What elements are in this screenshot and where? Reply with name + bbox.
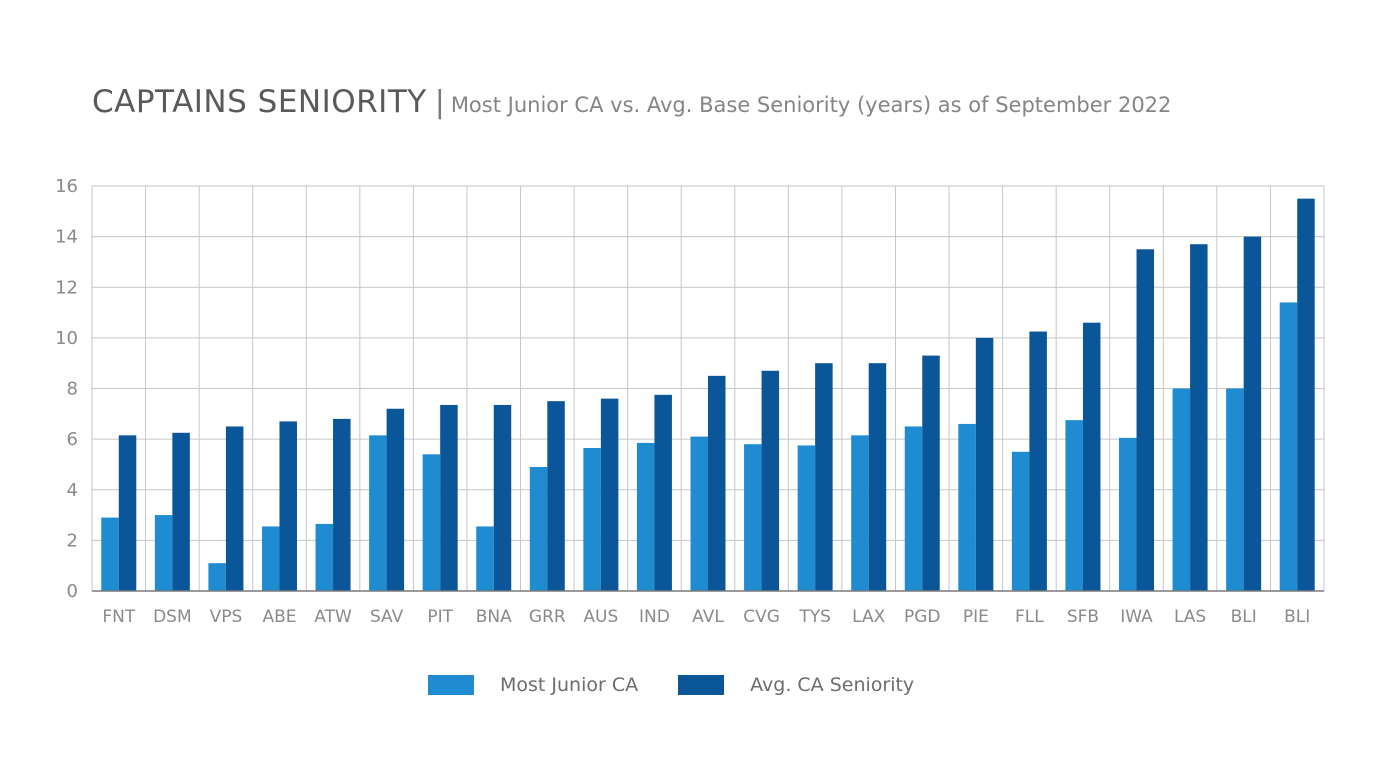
chart-title-block: CAPTAINS SENIORITY | Most Junior CA vs. Av… <box>92 84 1171 120</box>
bar-avg-seniority-tys-13 <box>815 363 833 591</box>
x-tick-label-aus-9: AUS <box>583 607 618 627</box>
bar-most-junior-sfb-18 <box>1065 420 1083 591</box>
x-tick-label-cvg-12: CVG <box>743 607 780 627</box>
bar-avg-seniority-pgd-15 <box>922 355 940 591</box>
bar-most-junior-atw-4 <box>315 523 334 591</box>
legend-item-avg-seniority: Avg. CA Seniority <box>678 674 914 696</box>
bar-avg-seniority-pie-16 <box>975 337 994 591</box>
bar-most-junior-pit-6 <box>422 454 441 591</box>
bar-most-junior-abe-3 <box>261 526 280 591</box>
x-tick-label-iwa-19: IWA <box>1120 607 1153 627</box>
bar-most-junior-bna-7 <box>476 526 494 591</box>
bar-avg-seniority-bna-7 <box>493 404 512 591</box>
x-tick-label-tys-13: TYS <box>798 607 831 627</box>
legend-label-most-junior: Most Junior CA <box>500 674 639 696</box>
chart-title: CAPTAINS SENIORITY <box>92 84 427 120</box>
x-tick-label-fll-17: FLL <box>1015 607 1044 627</box>
bar-avg-seniority-avl-11 <box>708 375 726 591</box>
bar-most-junior-bli-21 <box>1226 388 1244 591</box>
bar-most-junior-pie-16 <box>958 423 976 591</box>
bar-avg-seniority-vps-2 <box>225 426 244 591</box>
bar-avg-seniority-fnt-0 <box>118 435 137 591</box>
bar-most-junior-avl-11 <box>690 436 708 591</box>
bar-avg-seniority-las-20 <box>1190 244 1208 591</box>
bar-avg-seniority-bli-22 <box>1297 198 1315 591</box>
x-tick-label-bli-22: BLI <box>1284 607 1310 627</box>
x-tick-label-bna-7: BNA <box>476 607 512 627</box>
bar-most-junior-vps-2 <box>208 563 226 591</box>
bar-avg-seniority-grr-8 <box>547 401 565 591</box>
bar-avg-seniority-bli-21 <box>1243 236 1262 591</box>
x-tick-label-dsm-1: DSM <box>153 607 192 627</box>
x-tick-label-las-20: LAS <box>1174 607 1206 627</box>
y-tick-label-12: 12 <box>55 277 78 298</box>
title-separator: | <box>434 85 445 120</box>
x-tick-label-pie-16: PIE <box>963 607 989 627</box>
x-tick-label-lax-14: LAX <box>852 607 885 627</box>
legend-swatch-avg-seniority <box>678 675 725 695</box>
bar-most-junior-cvg-12 <box>744 444 762 591</box>
bar-most-junior-pgd-15 <box>904 426 923 591</box>
bar-avg-seniority-pit-6 <box>440 404 458 591</box>
bar-most-junior-fll-17 <box>1011 451 1030 591</box>
y-tick-label-16: 16 <box>55 176 78 197</box>
bar-most-junior-dsm-1 <box>154 515 173 591</box>
bar-most-junior-tys-13 <box>797 445 816 591</box>
y-tick-label-14: 14 <box>55 227 78 248</box>
bar-avg-seniority-abe-3 <box>279 421 297 591</box>
bar-avg-seniority-sav-5 <box>386 408 405 591</box>
bar-most-junior-bli-22 <box>1279 302 1298 591</box>
bar-avg-seniority-sfb-18 <box>1082 322 1101 591</box>
bar-most-junior-las-20 <box>1172 388 1191 591</box>
bar-avg-seniority-lax-14 <box>868 363 887 591</box>
y-tick-label-10: 10 <box>55 328 78 349</box>
bar-avg-seniority-aus-9 <box>600 398 619 591</box>
bar-most-junior-sav-5 <box>369 435 387 591</box>
bar-most-junior-aus-9 <box>583 447 601 591</box>
x-tick-label-atw-4: ATW <box>314 607 352 627</box>
bar-most-junior-grr-8 <box>529 466 548 591</box>
x-tick-label-pgd-15: PGD <box>904 607 941 627</box>
chart-legend: Most Junior CA Avg. CA Seniority <box>428 674 954 696</box>
y-tick-label-8: 8 <box>67 379 78 400</box>
bar-most-junior-fnt-0 <box>101 517 119 591</box>
x-tick-label-sav-5: SAV <box>370 607 404 627</box>
chart-subtitle: Most Junior CA vs. Avg. Base Seniority (… <box>450 93 1172 117</box>
bar-avg-seniority-iwa-19 <box>1136 249 1155 591</box>
bar-most-junior-ind-10 <box>636 442 655 591</box>
bar-avg-seniority-atw-4 <box>333 418 351 591</box>
y-tick-label-4: 4 <box>67 480 78 501</box>
y-tick-label-0: 0 <box>67 581 78 602</box>
x-tick-label-sfb-18: SFB <box>1067 607 1099 627</box>
bar-avg-seniority-fll-17 <box>1029 331 1047 591</box>
legend-swatch-most-junior <box>428 675 474 695</box>
bar-most-junior-iwa-19 <box>1119 437 1137 591</box>
legend-label-avg-seniority: Avg. CA Seniority <box>750 674 915 696</box>
x-tick-label-abe-3: ABE <box>262 607 296 627</box>
bar-most-junior-lax-14 <box>851 435 869 591</box>
y-tick-label-6: 6 <box>67 429 78 450</box>
x-tick-label-ind-10: IND <box>639 607 670 627</box>
y-tick-label-2: 2 <box>67 530 78 551</box>
x-tick-label-pit-6: PIT <box>427 607 453 627</box>
x-tick-label-bli-21: BLI <box>1231 607 1257 627</box>
bar-avg-seniority-cvg-12 <box>761 370 780 591</box>
x-tick-label-grr-8: GRR <box>529 607 566 627</box>
x-tick-label-avl-11: AVL <box>692 607 724 627</box>
legend-item-most-junior: Most Junior CA <box>428 674 638 696</box>
bar-avg-seniority-dsm-1 <box>172 432 190 591</box>
x-tick-label-vps-2: VPS <box>210 607 243 627</box>
x-tick-label-fnt-0: FNT <box>102 607 135 627</box>
bar-avg-seniority-ind-10 <box>654 394 672 591</box>
